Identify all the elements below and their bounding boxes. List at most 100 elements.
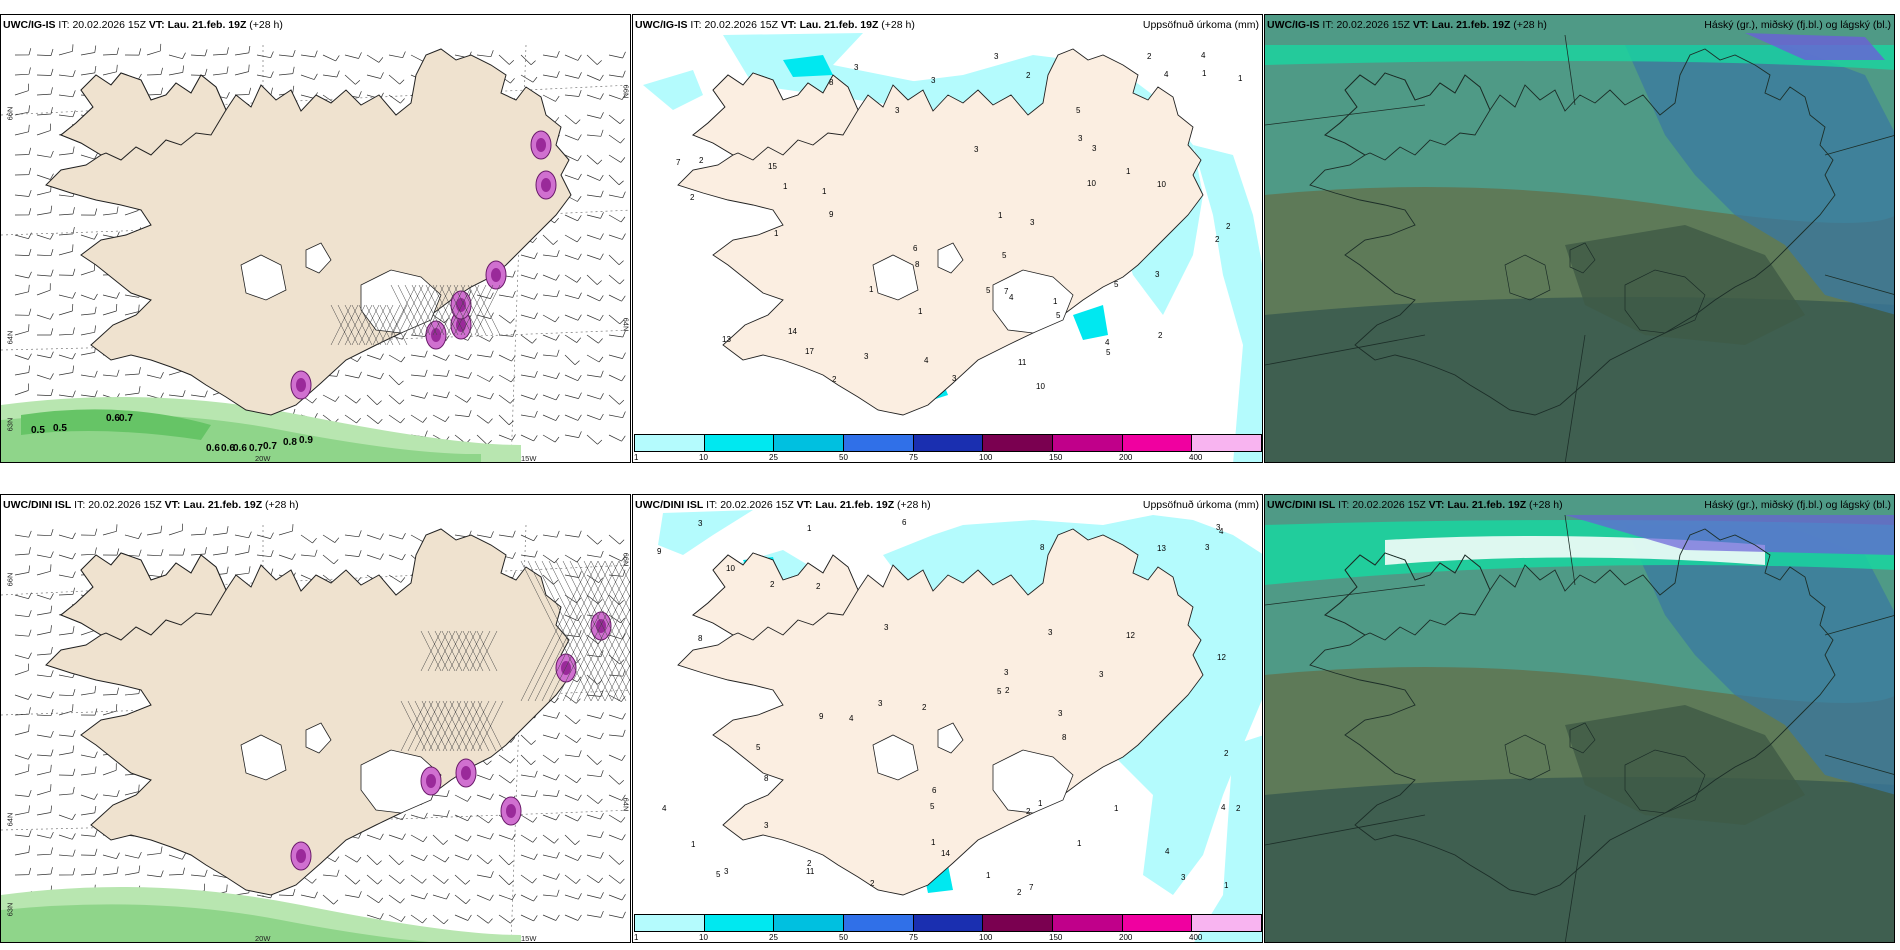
- panel-r2-wind: UWC/DINI ISL IT: 20.02.2026 15Z VT: Lau.…: [0, 494, 631, 943]
- legend-tick-label: 400: [1189, 453, 1203, 462]
- lat-label-66: 66N: [5, 106, 15, 121]
- precip-value: 7: [1004, 287, 1009, 296]
- legend-ticks: 1 10 25 50 75 100 150 200 400: [633, 933, 1262, 942]
- precip-cores: [290, 130, 557, 400]
- precip-value: 4: [849, 714, 854, 723]
- legend-swatch: [1053, 435, 1123, 451]
- precip-value: 2: [1215, 235, 1220, 244]
- precip-value: 4: [1221, 803, 1226, 812]
- precip-value: 3: [1099, 670, 1104, 679]
- legend-tick-label: 75: [909, 453, 918, 462]
- panel-r1-wind: UWC/IG-IS IT: 20.02.2026 15Z VT: Lau. 21…: [0, 14, 631, 463]
- legend-swatch: [983, 435, 1054, 451]
- precip-value: 14: [941, 849, 950, 858]
- precip-value: 3: [1030, 218, 1035, 227]
- precip-value: 1: [1202, 69, 1207, 78]
- lat-label-63: 63N: [5, 417, 15, 432]
- precip-value: 5: [1106, 348, 1111, 357]
- precip-value: 2: [699, 156, 704, 165]
- precip-value: 5: [997, 687, 1002, 696]
- lat-label-64-right: 64N: [621, 317, 631, 332]
- precip-value: 1: [1053, 297, 1058, 306]
- legend-swatch: [1192, 435, 1262, 451]
- precip-value: 13: [1157, 544, 1166, 553]
- glacier-outline: [360, 749, 442, 814]
- precip-value: 6: [902, 518, 907, 527]
- panel-r2-cloud: UWC/DINI ISL IT: 20.02.2026 15Z VT: Lau.…: [1264, 494, 1895, 943]
- precip-value: 4: [1201, 51, 1206, 60]
- legend-tick-label: 100: [979, 933, 993, 942]
- precip-value: 1: [691, 840, 696, 849]
- precip-value: 2: [1158, 331, 1163, 340]
- legend-tick-label: 100: [979, 453, 993, 462]
- precip-value: 8: [1062, 733, 1067, 742]
- glacier-outline: [305, 242, 332, 274]
- legend-swatch: [704, 435, 775, 451]
- precip-value: 5: [1114, 280, 1119, 289]
- panel-r1-precip: UWC/IG-IS IT: 20.02.2026 15Z VT: Lau. 21…: [632, 14, 1263, 463]
- legend-tick-label: 75: [909, 933, 918, 942]
- precip-value: 4: [662, 804, 667, 813]
- lat-label-64-right: 64N: [621, 797, 631, 812]
- iceland-outline: [1309, 48, 1836, 416]
- precip-value: 3: [1181, 873, 1186, 882]
- precip-value: 8: [1040, 543, 1045, 552]
- precip-value-label: 0.6: [233, 443, 247, 454]
- legend-swatch: [1053, 915, 1123, 931]
- precip-value: 1: [1114, 804, 1119, 813]
- legend-swatch: [1192, 915, 1262, 931]
- precip-value: 14: [788, 327, 797, 336]
- precip-value: 2: [1226, 222, 1231, 231]
- wind-map: 0.5 0.50.6 0.70.6 0.60.6 0.7 0.7 0.8 0.9: [1, 43, 630, 462]
- projection-lines: [1265, 34, 1894, 462]
- precip-value: 15: [768, 162, 777, 171]
- precip-value: 6: [913, 244, 918, 253]
- lat-label-64: 64N: [5, 330, 15, 345]
- legend-swatch: [913, 915, 984, 931]
- cloud-shading: [1265, 495, 1894, 942]
- precip-value: 4: [1165, 847, 1170, 856]
- precip-value: 1: [1238, 74, 1243, 83]
- legend-swatch: [1122, 435, 1193, 451]
- glacier-outline: [240, 734, 287, 781]
- precip-value: 1: [1224, 881, 1229, 890]
- legend-tick-label: 1: [634, 453, 639, 462]
- precip-value: 4: [924, 356, 929, 365]
- legend-swatch: [913, 435, 984, 451]
- precip-value: 3: [1216, 523, 1221, 532]
- precip-value-label: 0.8: [283, 437, 297, 448]
- legend-tick-label: 200: [1119, 453, 1133, 462]
- legend-tick-label: 25: [769, 453, 778, 462]
- legend-tick-label: 25: [769, 933, 778, 942]
- precip-legend: 1 10 25 50 75 100 150 200 400: [633, 914, 1262, 942]
- glacier-outline: [240, 254, 287, 301]
- precip-value-label: 0.7: [263, 441, 277, 452]
- legend-tick-label: 1: [634, 933, 639, 942]
- precip-value: 3: [1058, 709, 1063, 718]
- precip-station-values: 2221110936313143585811492435125483827633…: [657, 518, 1241, 897]
- precip-value: 9: [657, 547, 662, 556]
- precip-value-label: 0.7: [119, 413, 133, 424]
- precip-title: Uppsöfnuð úrkoma (mm): [1142, 19, 1259, 31]
- precip-shading: [1, 887, 521, 942]
- precip-value: 17: [805, 347, 814, 356]
- precip-value: 4: [1164, 70, 1169, 79]
- iceland-landmass: [677, 528, 1204, 896]
- precip-value: 2: [770, 580, 775, 589]
- precip-value: 3: [1048, 628, 1053, 637]
- precip-value: 2: [816, 582, 821, 591]
- precip-title: Uppsöfnuð úrkoma (mm): [1142, 499, 1259, 511]
- legend-tick-label: 10: [699, 933, 708, 942]
- lat-label-66: 66N: [5, 572, 15, 587]
- precip-value: 3: [884, 623, 889, 632]
- precip-value: 2: [922, 703, 927, 712]
- precip-value: 8: [764, 774, 769, 783]
- precip-value: 3: [974, 145, 979, 154]
- cloud-shading: [1265, 15, 1894, 462]
- precip-value: 3: [1205, 543, 1210, 552]
- legend-tick-label: 50: [839, 453, 848, 462]
- precip-value: 10: [726, 564, 735, 573]
- precip-value: 1: [918, 307, 923, 316]
- legend-swatch: [983, 915, 1054, 931]
- precip-value: 4: [1219, 527, 1224, 536]
